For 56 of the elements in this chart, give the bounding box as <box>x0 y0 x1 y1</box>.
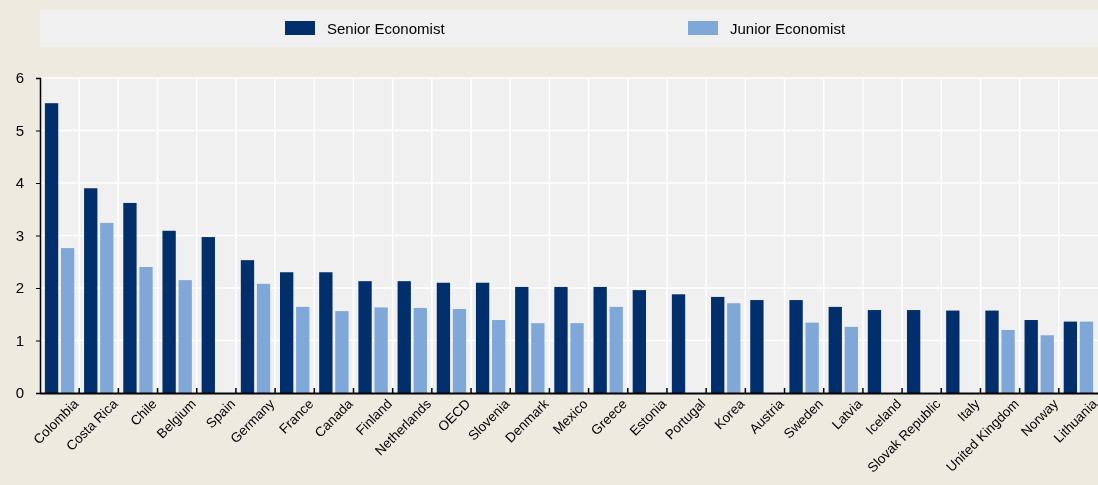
bar <box>593 286 607 393</box>
bar <box>413 307 427 393</box>
bar <box>492 320 506 393</box>
bar <box>1063 321 1078 393</box>
bar <box>256 283 271 393</box>
bar <box>805 322 819 393</box>
y-tick-label: 4 <box>15 174 25 192</box>
bar <box>475 282 490 393</box>
bar <box>946 310 960 393</box>
bar <box>828 306 842 393</box>
bar <box>44 103 59 393</box>
y-tick-label: 3 <box>15 226 25 244</box>
legend-label: Senior Economist <box>327 20 446 37</box>
y-tick-label: 0 <box>15 384 25 402</box>
bar <box>711 296 725 393</box>
y-tick-label: 1 <box>15 331 25 349</box>
bar <box>985 310 999 393</box>
bar <box>452 309 467 393</box>
bar <box>554 286 568 393</box>
bar <box>335 311 349 393</box>
bar <box>632 290 646 393</box>
bar <box>178 280 192 393</box>
bar <box>84 188 98 393</box>
bar <box>436 282 451 393</box>
bar <box>139 267 153 393</box>
bar <box>1040 335 1054 393</box>
bar <box>358 281 372 393</box>
bar <box>240 260 255 393</box>
bar <box>727 303 741 393</box>
bar <box>1079 321 1094 393</box>
legend-label: Junior Economist <box>730 20 846 37</box>
bar <box>906 310 921 393</box>
bar <box>162 230 176 393</box>
bar <box>1001 330 1015 393</box>
bar <box>515 286 529 393</box>
bar <box>397 281 411 393</box>
bar <box>570 323 584 393</box>
bar <box>123 202 137 393</box>
bar <box>671 294 686 393</box>
bar <box>844 326 858 393</box>
bar <box>100 222 114 393</box>
bar <box>374 307 388 393</box>
bar <box>60 248 75 393</box>
bar <box>296 306 310 393</box>
bar <box>319 272 333 393</box>
y-tick-label: 2 <box>15 279 25 297</box>
bar <box>201 237 215 393</box>
bar <box>609 306 623 393</box>
y-tick-label: 6 <box>15 69 25 87</box>
bar <box>1024 320 1038 393</box>
bar <box>750 300 764 393</box>
bar <box>867 310 882 393</box>
bar <box>531 323 545 393</box>
bar <box>789 300 803 393</box>
bar <box>280 272 294 393</box>
y-tick-label: 5 <box>15 121 25 139</box>
